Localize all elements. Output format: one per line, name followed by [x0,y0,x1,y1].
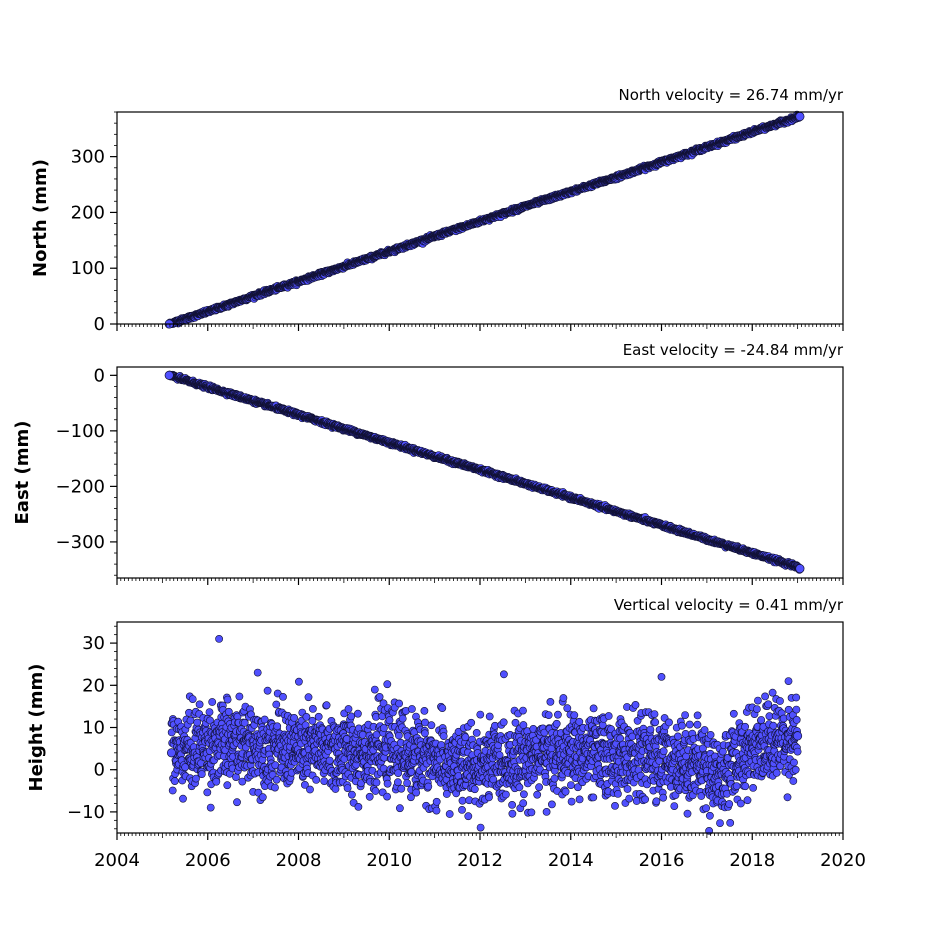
north-y-axis-label: North (mm) [30,159,51,277]
east-panel: 0−100−200−300 East velocity = -24.84 mm/… [12,341,844,585]
north-y-ticks: 0 100 200 300 [71,111,117,335]
north-y-tick-label: 200 [71,202,105,223]
east-scatter-points [164,370,805,574]
north-y-tick-label: 0 [94,314,105,335]
north-y-tick-label: 100 [71,258,105,279]
north-y-tick-label: 300 [71,147,105,168]
north-scatter-points [164,110,805,329]
north-x-ticks [116,324,844,331]
north-endpoint [795,111,805,122]
north-velocity-title: North velocity = 26.74 mm/yr [619,86,844,104]
